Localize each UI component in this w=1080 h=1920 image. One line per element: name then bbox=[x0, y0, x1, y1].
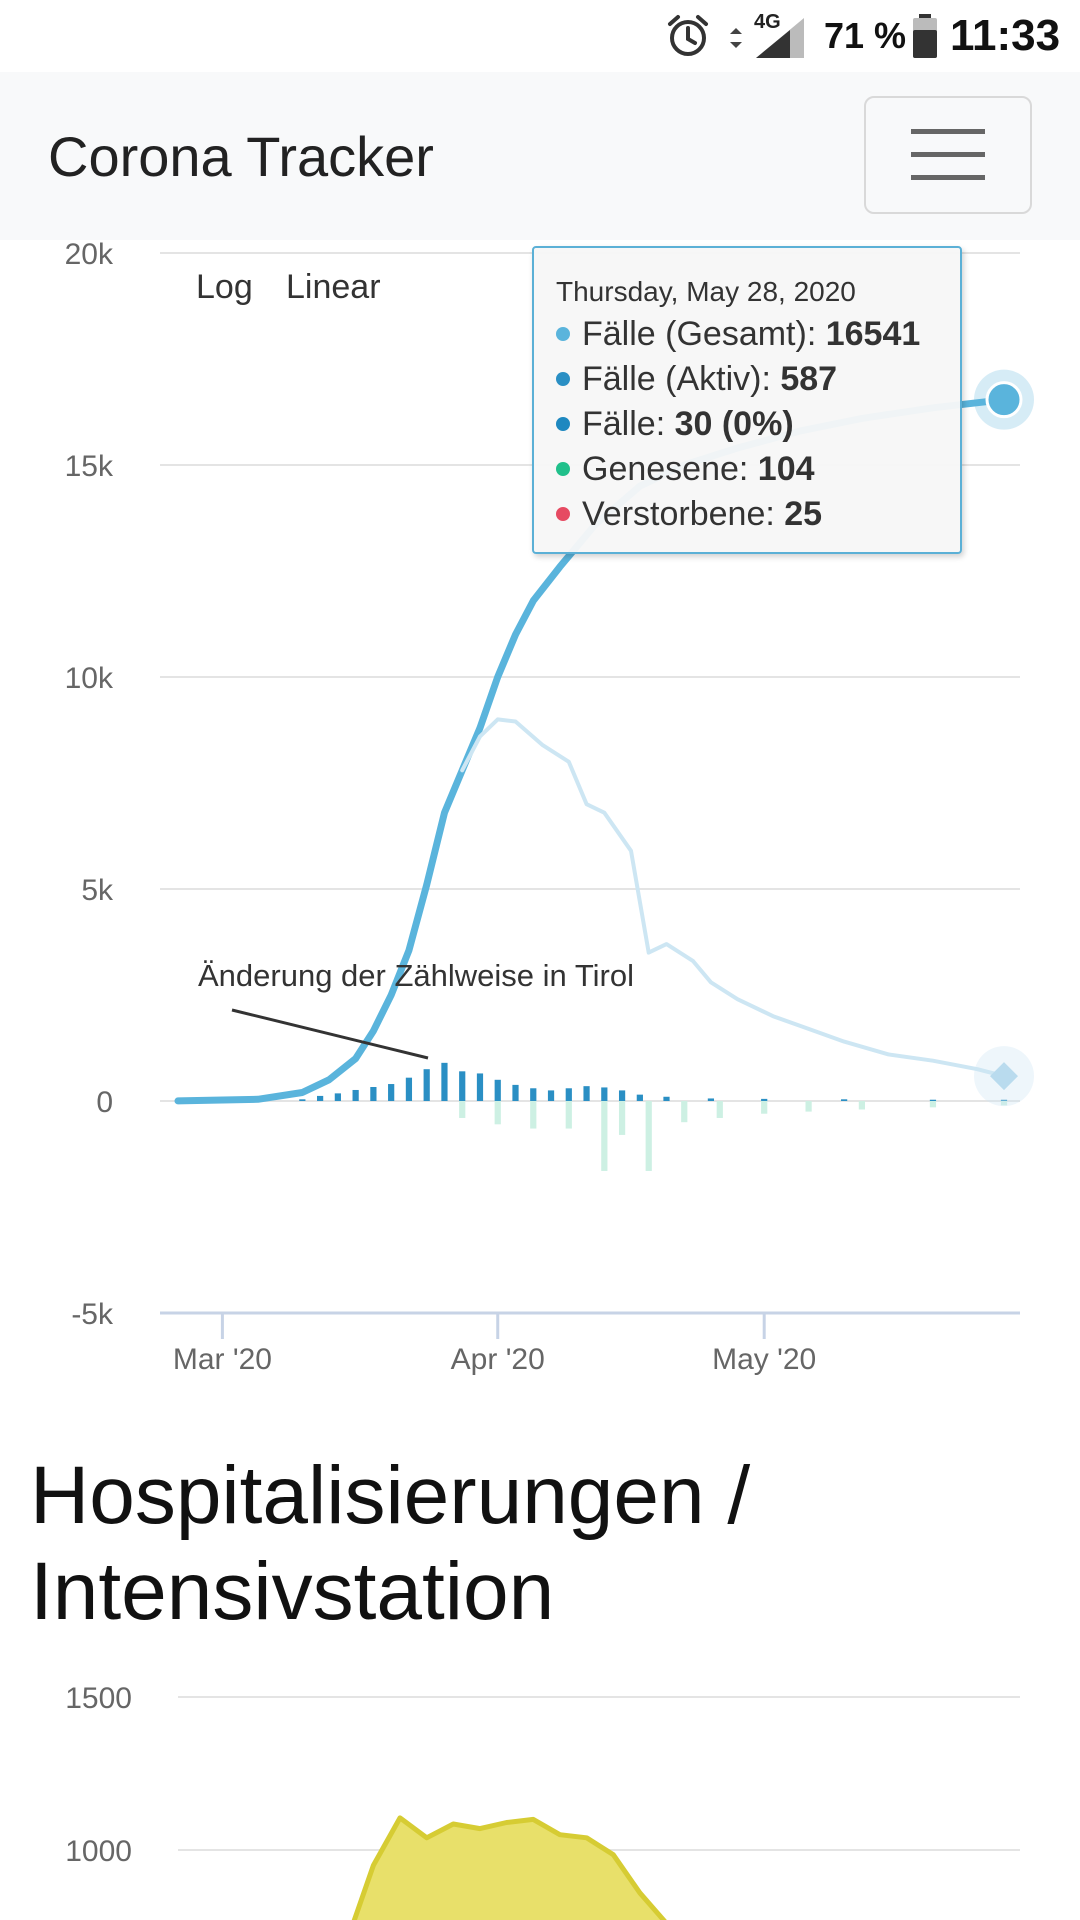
bar-new-cases bbox=[636, 1094, 643, 1101]
tooltip-row: Fälle (Aktiv): 587 bbox=[556, 357, 960, 402]
bar-recovered bbox=[601, 1101, 608, 1171]
menu-toggle-button[interactable] bbox=[864, 96, 1032, 214]
bar-new-cases bbox=[583, 1086, 590, 1101]
bar-new-cases bbox=[405, 1077, 413, 1101]
signal-icon: 4G bbox=[752, 0, 808, 72]
y-tick-label: -5k bbox=[71, 1298, 114, 1331]
bar-recovered bbox=[1000, 1101, 1008, 1106]
bar-new-cases bbox=[530, 1088, 537, 1101]
bar-new-cases bbox=[707, 1098, 715, 1101]
bar-new-cases bbox=[299, 1099, 306, 1101]
y-tick-label: 10k bbox=[65, 662, 114, 695]
hover-point-total[interactable] bbox=[985, 381, 1023, 419]
bar-recovered bbox=[681, 1101, 688, 1123]
tooltip-row: Verstorbene: 25 bbox=[556, 492, 960, 537]
bar-new-cases bbox=[663, 1096, 670, 1101]
bar-recovered bbox=[929, 1101, 937, 1108]
bar-recovered bbox=[459, 1101, 466, 1118]
navbar: Corona Tracker bbox=[0, 72, 1080, 240]
y-tick-label: 0 bbox=[96, 1086, 113, 1119]
bar-new-cases bbox=[370, 1087, 377, 1101]
legend-dot-icon bbox=[556, 462, 570, 477]
bar-recovered bbox=[530, 1101, 537, 1129]
bar-new-cases bbox=[476, 1073, 484, 1101]
bar-new-cases bbox=[929, 1099, 937, 1101]
tooltip-label: Fälle: bbox=[582, 405, 675, 443]
hospital-line bbox=[351, 1815, 667, 1920]
scale-linear-button[interactable]: Linear bbox=[286, 268, 381, 306]
tooltip-value: 587 bbox=[780, 360, 838, 398]
y-tick-label: 1500 bbox=[65, 1682, 132, 1715]
annotation-line bbox=[231, 1008, 429, 1060]
x-tick-label: Apr '20 bbox=[451, 1343, 545, 1376]
legend-dot-icon bbox=[556, 372, 570, 387]
data-arrows-icon bbox=[724, 0, 748, 72]
y-tick-label: 20k bbox=[65, 240, 114, 271]
tooltip-row: Fälle: 30 (0%) bbox=[556, 402, 960, 447]
brand-title[interactable]: Corona Tracker bbox=[48, 125, 434, 188]
tooltip-value: 25 bbox=[784, 495, 823, 533]
tooltip-value: 16541 bbox=[825, 315, 921, 353]
tooltip-value: 30 (0%) bbox=[674, 405, 794, 443]
tooltip-row: Genesene: 104 bbox=[556, 447, 960, 492]
hospital-area bbox=[346, 1817, 667, 1920]
bar-new-cases bbox=[334, 1093, 341, 1101]
tooltip-label: Verstorbene: bbox=[582, 495, 785, 533]
bar-new-cases bbox=[547, 1090, 555, 1101]
legend-dot-icon bbox=[556, 507, 570, 522]
bar-new-cases bbox=[841, 1099, 848, 1101]
bar-new-cases bbox=[459, 1071, 466, 1101]
tooltip-value: 104 bbox=[757, 450, 815, 488]
annotation-label: Änderung der Zählweise in Tirol bbox=[198, 958, 634, 993]
chart-tooltip: Thursday, May 28, 2020 Fälle (Gesamt): 1… bbox=[532, 246, 962, 554]
hospital-chart: 1500 1000 bbox=[65, 1682, 1020, 1920]
tooltip-label: Genesene: bbox=[582, 450, 758, 488]
battery-percentage: 71 % bbox=[824, 15, 907, 56]
bar-new-cases bbox=[316, 1095, 324, 1101]
tooltip-row: Fälle (Gesamt): 16541 bbox=[556, 312, 960, 357]
bar-new-cases bbox=[601, 1087, 608, 1101]
y-tick-label: 15k bbox=[65, 450, 114, 483]
clock-time: 11:33 bbox=[950, 11, 1061, 60]
bar-recovered bbox=[645, 1101, 652, 1171]
scale-log-button[interactable]: Log bbox=[196, 268, 253, 306]
bar-new-cases bbox=[352, 1089, 359, 1101]
network-type-label: 4G bbox=[754, 11, 781, 33]
battery-icon bbox=[910, 0, 940, 72]
tooltip-label: Fälle (Aktiv): bbox=[582, 360, 781, 398]
legend-dot-icon bbox=[556, 327, 570, 342]
bar-recovered bbox=[716, 1101, 723, 1118]
bar-new-cases bbox=[618, 1090, 626, 1101]
y-tick-label: 1000 bbox=[65, 1835, 132, 1868]
tooltip-date: Thursday, May 28, 2020 bbox=[556, 276, 856, 307]
bar-recovered bbox=[858, 1101, 866, 1110]
hamburger-icon bbox=[911, 129, 985, 180]
bar-recovered bbox=[761, 1101, 768, 1114]
y-tick-label: 5k bbox=[81, 874, 114, 907]
bar-new-cases bbox=[494, 1079, 501, 1101]
bar-recovered bbox=[494, 1101, 501, 1125]
bar-recovered bbox=[565, 1101, 572, 1129]
alarm-icon bbox=[664, 0, 712, 72]
bar-recovered bbox=[618, 1101, 626, 1135]
bar-new-cases bbox=[512, 1084, 519, 1101]
bar-new-cases bbox=[1000, 1099, 1008, 1101]
bar-new-cases bbox=[441, 1062, 448, 1101]
x-tick-label: Mar '20 bbox=[173, 1343, 272, 1376]
legend-dot-icon bbox=[556, 417, 570, 432]
bar-new-cases bbox=[761, 1098, 768, 1101]
bar-new-cases bbox=[423, 1069, 430, 1101]
section-title: Hospitalisierungen / Intensivstation bbox=[30, 1450, 751, 1637]
x-tick-label: May '20 bbox=[712, 1343, 816, 1376]
bar-new-cases bbox=[388, 1084, 395, 1101]
bar-recovered bbox=[805, 1101, 812, 1112]
status-bar: 4G 71 % 11:33 bbox=[0, 0, 1080, 72]
bar-new-cases bbox=[565, 1088, 572, 1101]
hover-point-active[interactable] bbox=[990, 1062, 1018, 1091]
tooltip-label: Fälle (Gesamt): bbox=[582, 315, 826, 353]
series-line-active bbox=[460, 717, 1006, 1079]
